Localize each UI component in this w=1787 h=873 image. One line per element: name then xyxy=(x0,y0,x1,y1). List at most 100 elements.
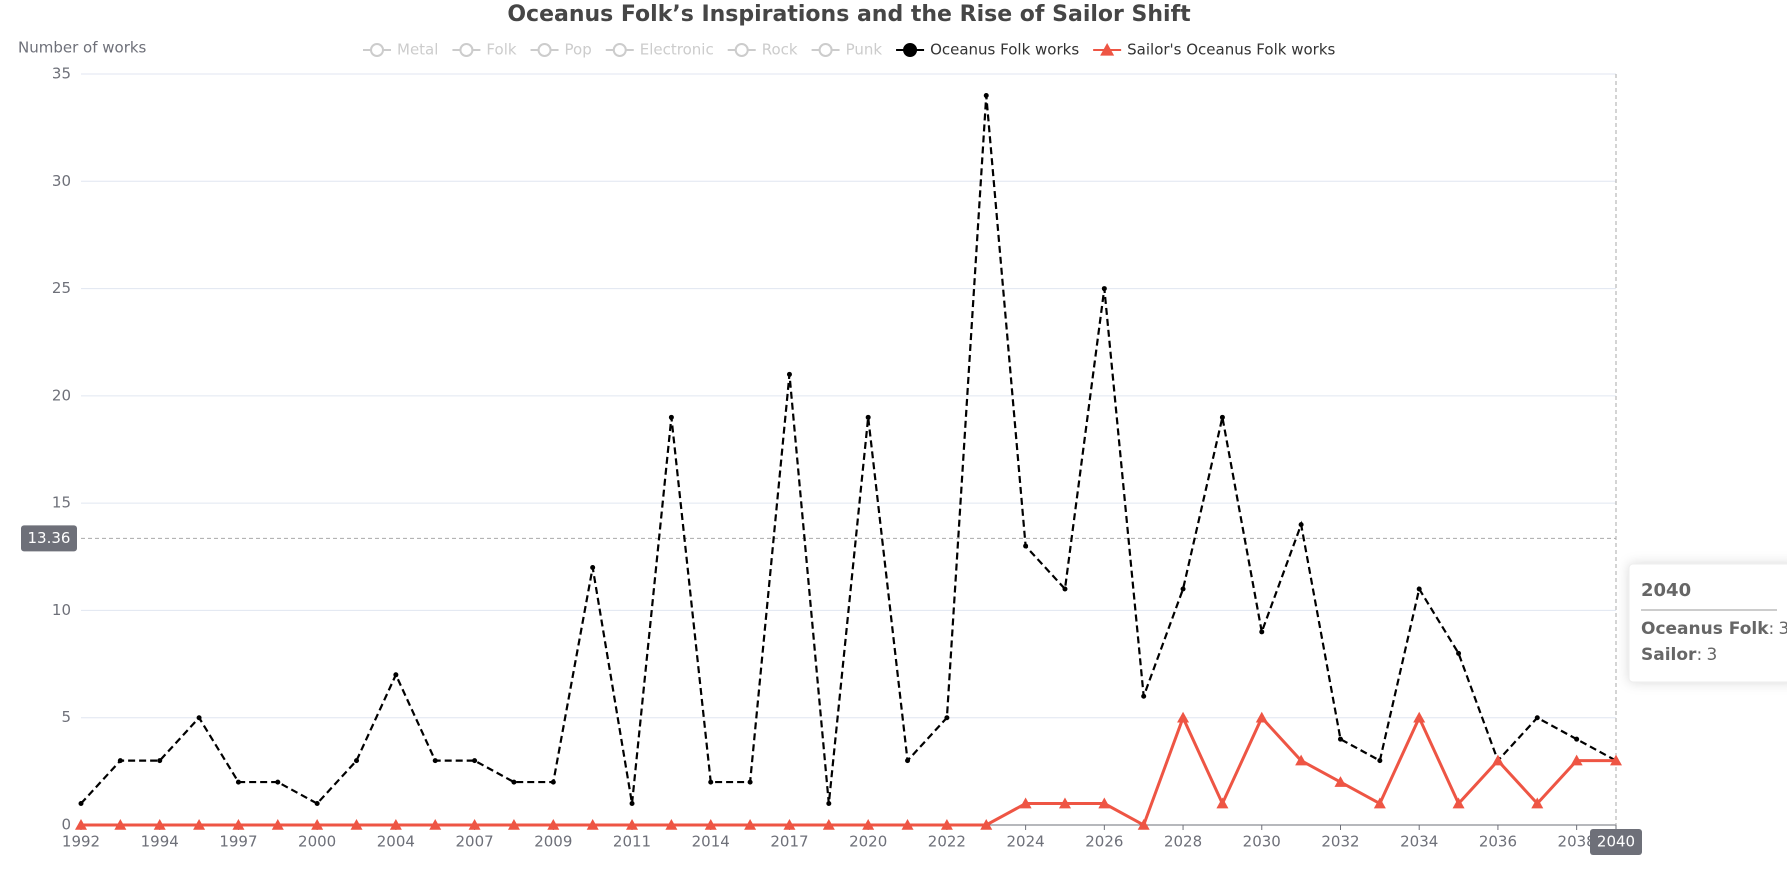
y-axis-label: Number of works xyxy=(18,39,147,57)
legend-marker xyxy=(734,43,749,57)
data-marker xyxy=(78,801,84,807)
data-marker xyxy=(668,414,674,420)
legend-label: Electronic xyxy=(640,41,714,59)
x-tick-label: 2011 xyxy=(613,833,651,851)
data-marker xyxy=(1177,711,1190,723)
x-tick-label: 1992 xyxy=(62,833,100,851)
data-marker xyxy=(1141,693,1147,699)
data-marker xyxy=(157,758,163,764)
data-marker xyxy=(507,819,520,830)
data-marker xyxy=(901,819,914,830)
data-marker xyxy=(311,819,324,830)
data-marker xyxy=(1298,522,1304,528)
legend-marker xyxy=(1100,43,1115,56)
legend-marker xyxy=(370,43,384,57)
data-marker xyxy=(153,819,166,830)
legend-label: Folk xyxy=(486,41,516,59)
data-marker xyxy=(511,779,517,785)
data-marker xyxy=(704,819,717,830)
data-marker xyxy=(980,819,993,830)
y-tick-label: 5 xyxy=(61,708,71,726)
data-marker xyxy=(350,819,363,830)
data-marker xyxy=(629,801,635,807)
x-tick-label: 2038 xyxy=(1558,833,1596,851)
data-marker xyxy=(1574,736,1580,742)
legend-marker xyxy=(612,43,627,57)
x-tick-label: 2014 xyxy=(692,833,730,851)
data-marker xyxy=(1062,586,1068,592)
legend-label: Pop xyxy=(565,41,592,59)
data-marker xyxy=(744,819,757,830)
x-tick-label: 2007 xyxy=(455,833,493,851)
data-marker xyxy=(1610,754,1622,766)
y-tick-label: 15 xyxy=(52,494,71,512)
data-marker xyxy=(786,371,792,377)
legend-marker xyxy=(537,43,552,57)
data-marker xyxy=(1456,650,1462,656)
tooltip-value: 3 xyxy=(1706,645,1717,665)
data-marker xyxy=(783,819,796,830)
data-marker xyxy=(940,819,953,830)
data-marker xyxy=(862,819,875,830)
data-marker xyxy=(193,819,206,830)
data-marker xyxy=(1413,711,1426,723)
x-tick-label: 2009 xyxy=(534,833,572,851)
data-marker xyxy=(1219,414,1225,420)
data-marker xyxy=(1531,797,1544,809)
data-marker xyxy=(196,715,202,721)
crosshair-label-box xyxy=(21,525,77,552)
x-tick-label: 2000 xyxy=(298,833,336,851)
legend-label: Metal xyxy=(397,41,438,59)
data-marker xyxy=(826,801,832,807)
data-marker xyxy=(393,672,399,678)
chart-title: Oceanus Folk’s Inspirations and the Rise… xyxy=(507,2,1191,27)
y-tick-label: 25 xyxy=(52,279,71,297)
data-marker xyxy=(1098,797,1111,809)
tooltip-value: 3 xyxy=(1779,619,1787,639)
data-marker xyxy=(547,819,560,830)
data-marker xyxy=(1137,819,1150,830)
x-tick-label: 2022 xyxy=(928,833,966,851)
y-tick-label: 30 xyxy=(52,172,71,190)
x-tick-label: 1997 xyxy=(219,833,257,851)
data-marker xyxy=(1377,758,1383,764)
data-marker xyxy=(905,758,911,764)
data-marker xyxy=(117,758,123,764)
y-tick-label: 10 xyxy=(52,601,71,619)
data-marker xyxy=(1255,711,1268,723)
x-tick-label: 2032 xyxy=(1321,833,1359,851)
data-marker xyxy=(1023,543,1029,549)
data-marker xyxy=(1259,629,1265,635)
series-line xyxy=(80,95,1617,805)
data-marker xyxy=(232,819,245,830)
tooltip-separator: : xyxy=(1696,645,1702,665)
data-marker xyxy=(389,819,402,830)
crosshair-label: 13.36 xyxy=(28,529,71,547)
data-marker xyxy=(1334,776,1347,787)
data-marker xyxy=(747,779,753,785)
data-marker xyxy=(275,779,281,785)
series-line xyxy=(81,713,1616,828)
data-marker xyxy=(1534,715,1540,721)
data-marker xyxy=(1180,586,1186,592)
data-marker xyxy=(354,758,360,764)
data-marker xyxy=(75,819,87,830)
data-marker xyxy=(432,758,438,764)
highlighted-x-box xyxy=(1590,829,1642,855)
tooltip-box xyxy=(1628,563,1787,683)
data-marker xyxy=(550,779,556,785)
data-marker xyxy=(468,819,481,830)
data-marker xyxy=(1416,586,1422,592)
y-tick-label: 0 xyxy=(61,816,71,834)
data-marker xyxy=(114,819,127,830)
legend-marker xyxy=(818,43,833,57)
legend-label: Punk xyxy=(846,41,883,59)
x-tick-label: 2026 xyxy=(1085,833,1123,851)
data-marker xyxy=(822,819,835,830)
data-marker xyxy=(865,414,871,420)
tooltip-name: Sailor xyxy=(1641,645,1697,665)
data-marker xyxy=(586,819,599,830)
x-tick-label: 2004 xyxy=(377,833,415,851)
x-tick-label: 2028 xyxy=(1164,833,1202,851)
